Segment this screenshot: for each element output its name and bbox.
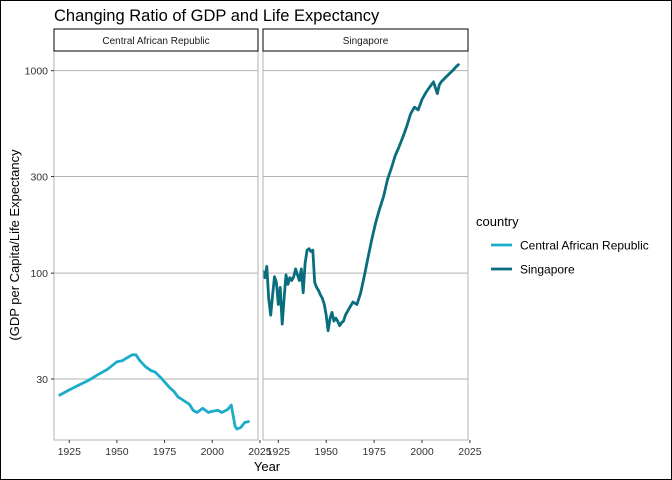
x-tick-label: 1950 <box>315 446 339 458</box>
series-line-2 <box>263 63 460 333</box>
facet-panels: Central African Republic 1925 1950 1975 2000… <box>53 28 482 458</box>
x-tick-label: 1925 <box>58 446 82 458</box>
y-tick-label: 1000 <box>25 66 49 78</box>
chart-title: Changing Ratio of GDP and Life Expectanc… <box>54 7 380 25</box>
legend-items: Central African Republic Singapore <box>491 239 649 277</box>
x-tick-label: 2000 <box>201 446 225 458</box>
facet-panel-2: Singapore 1925 1950 1975 2000 2025 <box>262 28 482 458</box>
facet-strip-label: Singapore <box>343 36 389 47</box>
x-tick-label: 1950 <box>105 446 129 458</box>
y-axis-title: (GDP per Capita/Life Expectancy <box>7 149 22 341</box>
legend-label-1: Central African Republic <box>520 239 649 253</box>
x-axis-title: Year <box>254 459 281 474</box>
x-tick-label: 2025 <box>458 446 482 458</box>
x-tick-label: 1925 <box>267 446 291 458</box>
y-tick-label: 100 <box>30 268 48 280</box>
x-tick-label: 2000 <box>410 446 434 458</box>
legend: country Central African Republic Singapor… <box>476 214 649 277</box>
legend-label-2: Singapore <box>520 263 575 277</box>
facet-panel-1: Central African Republic 1925 1950 1975 2000… <box>53 28 272 458</box>
x-tick-label: 1975 <box>153 446 177 458</box>
x-tick-label: 2025 <box>248 446 272 458</box>
x-tick-label: 1975 <box>362 446 386 458</box>
y-tick-label: 300 <box>30 172 48 184</box>
facet-strip <box>53 28 259 52</box>
y-tick-label: 30 <box>36 374 48 386</box>
y-axis: 30 100 300 1000 <box>25 66 54 386</box>
facet-strip <box>262 28 469 52</box>
legend-title: country <box>476 214 519 229</box>
facet-strip-label: Central African Republic <box>102 36 209 47</box>
series-line-1 <box>58 353 250 431</box>
